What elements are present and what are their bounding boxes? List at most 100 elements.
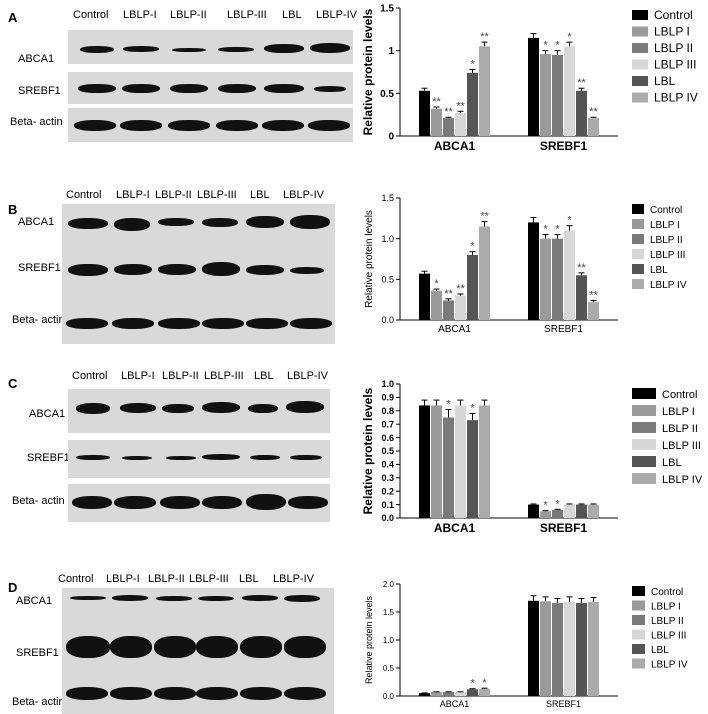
bar — [455, 112, 466, 136]
bar — [443, 417, 454, 518]
bar — [528, 222, 539, 320]
legend-label: LBLP II — [651, 616, 684, 627]
legend-swatch — [632, 473, 656, 484]
lane-label: LBLP-III — [204, 370, 244, 382]
bar — [455, 692, 466, 696]
blot-strip — [68, 30, 353, 64]
significance-mark: * — [482, 677, 487, 689]
lane-label: Control — [66, 189, 102, 201]
legend-swatch — [632, 76, 648, 86]
legend-label: LBLP IV — [650, 280, 687, 291]
y-tick-label: 0.6 — [381, 433, 394, 443]
significance-mark: * — [470, 678, 475, 690]
y-tick-label: 0.5 — [381, 446, 394, 456]
y-axis-label: Relative protein levels — [364, 595, 374, 684]
y-tick-label: 1.0 — [383, 636, 395, 645]
legend-swatch — [632, 26, 648, 37]
panel-letter-b: B — [8, 202, 18, 217]
bar — [540, 54, 551, 136]
significance-mark: * — [567, 31, 572, 43]
bar — [467, 254, 478, 320]
legend-label: LBLP IV — [662, 474, 703, 486]
y-axis-label: Relative protein levels — [361, 387, 375, 514]
lane-label: LBLP-IV — [316, 9, 357, 21]
bar — [443, 692, 454, 696]
bar — [564, 46, 575, 136]
panel-letter-c: C — [8, 376, 18, 391]
row-label: Beta- actin — [10, 116, 63, 128]
legend-label: LBL — [662, 457, 682, 469]
significance-mark: * — [434, 278, 439, 290]
bar — [431, 405, 442, 518]
y-tick-label: 0.5 — [383, 664, 395, 673]
category-label: SREBF1 — [546, 699, 581, 709]
lane-label: LBLP-III — [189, 573, 229, 585]
legend-swatch — [632, 204, 644, 214]
legend-swatch — [632, 422, 656, 433]
legend-label: Control — [662, 389, 697, 401]
lane-label: LBLP-I — [106, 573, 140, 585]
legend-swatch — [632, 615, 645, 625]
bar-chart-d: 0.0 0.5 1.0 1.5 2.0 Relative protein levels * *… — [364, 580, 688, 709]
legend-swatch — [632, 10, 648, 20]
row-label: ABCA1 — [29, 408, 66, 420]
legend-label: Control — [654, 8, 693, 22]
y-tick-label: 1.5 — [381, 193, 394, 203]
blot-strip — [62, 588, 334, 714]
lane-label: LBLP-I — [116, 189, 150, 201]
blot-strip — [62, 204, 335, 344]
bar — [588, 118, 599, 136]
significance-mark: ** — [577, 262, 586, 274]
legend-label: LBL — [651, 645, 669, 656]
legend-swatch — [632, 219, 644, 229]
legend-label: LBLP IV — [651, 660, 688, 671]
bar — [455, 405, 466, 518]
category-label: ABCA1 — [434, 139, 476, 153]
lane-label: LBLP-I — [121, 370, 155, 382]
y-tick-label: 0.2 — [381, 486, 394, 496]
y-tick-label: 0.5 — [380, 89, 394, 100]
significance-mark: ** — [432, 96, 441, 108]
significance-mark: ** — [589, 106, 598, 118]
legend-label: LBLP II — [650, 235, 683, 246]
legend-swatch — [632, 59, 648, 70]
bar — [552, 603, 563, 696]
y-tick-label: 0.9 — [381, 393, 394, 403]
lane-label: LBLP-I — [123, 9, 157, 21]
legend-swatch — [632, 279, 644, 289]
significance-mark: * — [470, 402, 475, 414]
y-tick-label: 1.0 — [381, 234, 394, 244]
significance-mark: ** — [480, 211, 489, 223]
lane-label: LBL — [282, 9, 302, 21]
legend-label: LBL — [654, 74, 676, 88]
row-label: SREBF1 — [16, 647, 59, 659]
bar — [540, 238, 551, 320]
legend-label: LBLP II — [662, 423, 698, 435]
lane-label: Control — [72, 370, 108, 382]
significance-mark: ** — [577, 77, 586, 89]
significance-mark: * — [470, 58, 475, 70]
legend-swatch — [632, 388, 656, 399]
blot-strip — [68, 108, 353, 142]
y-axis-label: Relative protein levels — [361, 8, 375, 135]
row-label: SREBF1 — [27, 452, 70, 464]
lane-label: LBLP-II — [170, 9, 207, 21]
row-label: Beta- actin — [12, 495, 65, 507]
legend-swatch — [632, 405, 656, 416]
row-label: ABCA1 — [18, 53, 55, 65]
bar — [552, 509, 563, 518]
bar — [576, 603, 587, 696]
lane-label: LBLP-IV — [287, 370, 328, 382]
category-label: SREBF1 — [540, 521, 588, 535]
y-tick-label: 0.5 — [381, 274, 394, 284]
legend-label: Control — [650, 205, 682, 216]
bar — [467, 689, 478, 696]
bar — [431, 290, 442, 320]
legend-label: LBL — [650, 265, 668, 276]
lane-label: LBLP-II — [162, 370, 199, 382]
y-tick-label: 0.0 — [381, 513, 394, 523]
legend-label: LBLP IV — [654, 91, 698, 105]
bar — [588, 302, 599, 320]
lane-label: LBLP-IV — [273, 573, 314, 585]
bar — [431, 108, 442, 136]
